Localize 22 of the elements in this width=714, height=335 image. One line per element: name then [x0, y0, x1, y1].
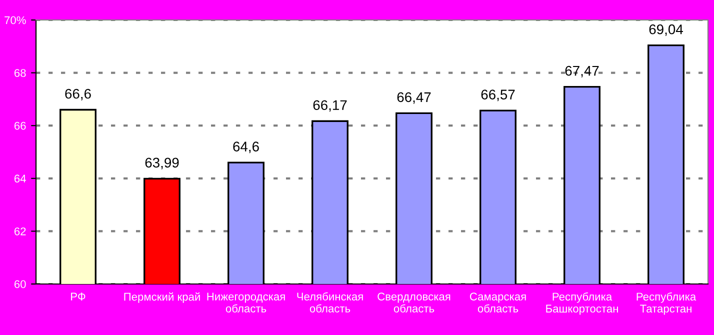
x-tick-label: Челябинская область: [297, 292, 363, 312]
data-label: 66,17: [313, 100, 347, 112]
y-tick-label: 64: [14, 174, 26, 183]
data-label: 67,47: [565, 66, 599, 78]
x-tick-label: РФ: [71, 292, 86, 300]
y-tick-label: 60: [14, 280, 26, 288]
y-tick-label: 70%: [4, 16, 26, 24]
data-label: 63,99: [145, 158, 179, 170]
x-tick-label: Свердловская область: [378, 292, 450, 312]
x-tick-label: Республика Татарстан: [636, 292, 696, 315]
x-tick-label: Самарская область: [470, 292, 526, 312]
data-label: 69,04: [649, 24, 683, 36]
data-label: 64,6: [233, 142, 259, 154]
x-tick-label: Пермский край: [124, 292, 200, 303]
data-label: 66,57: [481, 90, 515, 102]
x-tick-label: Республика Башкортостан: [546, 292, 618, 315]
x-tick-label: Нижегородская область: [207, 292, 285, 312]
y-tick-label: 68: [14, 69, 26, 77]
y-tick-label: 66: [14, 122, 26, 130]
data-label: 66,6: [65, 88, 91, 100]
data-label: 66,47: [397, 92, 431, 104]
y-tick-label: 62: [14, 227, 26, 236]
